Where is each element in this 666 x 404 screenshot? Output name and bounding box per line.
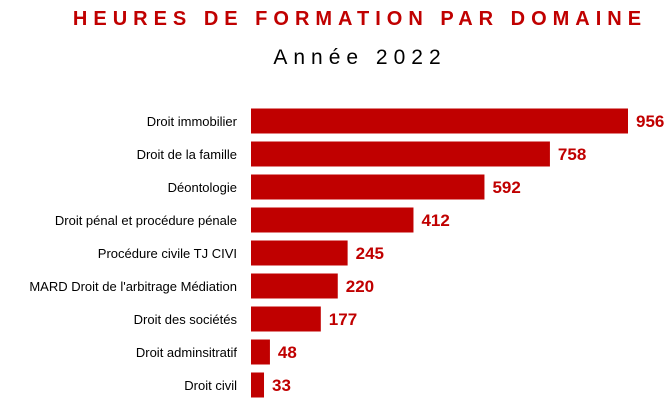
bar-1	[251, 141, 550, 167]
value-label: 220	[346, 277, 374, 296]
bar-3	[251, 207, 414, 233]
category-label: Droit immobilier	[147, 114, 238, 129]
bar-6	[251, 306, 321, 332]
category-label: Droit des sociétés	[134, 312, 238, 327]
bar-0	[251, 108, 628, 134]
value-label: 956	[636, 112, 664, 131]
chart-subtitle: Année 2022	[273, 46, 447, 69]
category-label: Déontologie	[168, 180, 237, 195]
chart-title: HEURES DE FORMATION PAR DOMAINE	[72, 8, 648, 30]
value-label: 758	[558, 145, 586, 164]
value-labels: 956 758 592 412 245 220 177 48 33	[272, 112, 664, 395]
category-label: Procédure civile TJ CIVI	[98, 246, 237, 261]
category-label: Droit pénal et procédure pénale	[55, 213, 237, 228]
value-label: 245	[356, 244, 384, 263]
value-label: 592	[492, 178, 520, 197]
value-label: 48	[278, 343, 297, 362]
bars	[251, 108, 628, 398]
value-label: 177	[329, 310, 357, 329]
value-label: 33	[272, 376, 291, 395]
bar-7	[251, 339, 270, 365]
category-labels: Droit immobilier Droit de la famille Déont…	[29, 114, 237, 393]
bar-5	[251, 273, 338, 299]
bar-4	[251, 240, 348, 266]
category-label: Droit de la famille	[137, 147, 237, 162]
category-label: Droit adminsitratif	[136, 345, 238, 360]
category-label: MARD Droit de l'arbitrage Médiation	[29, 279, 237, 294]
bar-2	[251, 174, 485, 200]
bar-8	[251, 372, 265, 398]
value-label: 412	[421, 211, 449, 230]
category-label: Droit civil	[184, 378, 237, 393]
